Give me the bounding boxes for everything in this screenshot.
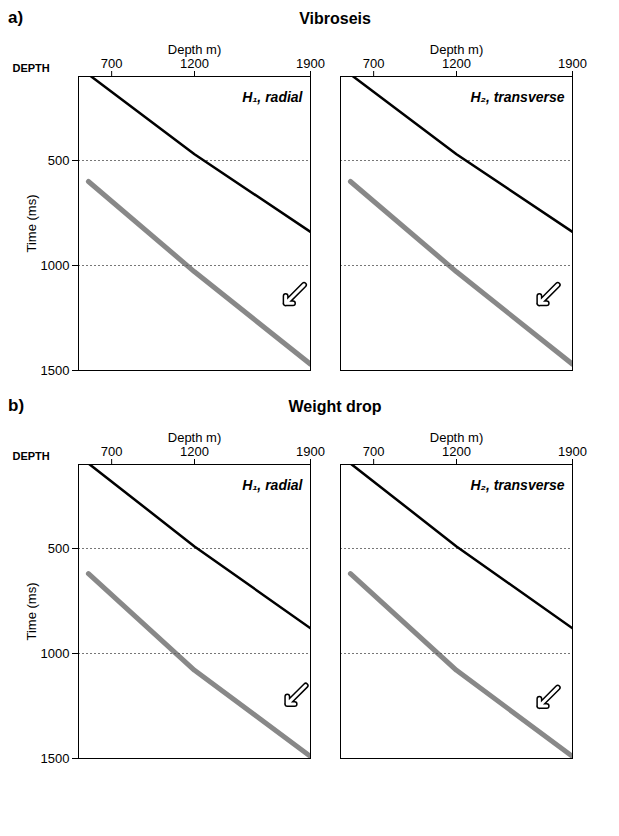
html-text:a): a)	[8, 8, 24, 27]
svg-text:1000: 1000	[41, 646, 70, 661]
svg-text:1500: 1500	[41, 751, 70, 766]
svg-text:DEPTH: DEPTH	[13, 62, 50, 74]
svg-text:1200: 1200	[180, 56, 209, 71]
html-text:Vibroseis: Vibroseis	[299, 10, 371, 27]
svg-text:H₂, transverse: H₂, transverse	[470, 89, 564, 105]
svg-text:1900: 1900	[558, 56, 587, 71]
svg-text:1900: 1900	[296, 444, 325, 459]
svg-text:1200: 1200	[442, 56, 471, 71]
svg-text:Time (ms): Time (ms)	[24, 582, 39, 640]
svg-text:1500: 1500	[41, 363, 70, 378]
svg-text:700: 700	[363, 444, 385, 459]
svg-text:Depth m): Depth m)	[168, 42, 221, 57]
svg-text:700: 700	[101, 444, 123, 459]
svg-text:DEPTH: DEPTH	[13, 450, 50, 462]
svg-text:500: 500	[48, 153, 70, 168]
svg-text:Depth m): Depth m)	[430, 430, 483, 445]
svg-text:1900: 1900	[296, 56, 325, 71]
html-text:b): b)	[8, 396, 24, 415]
svg-text:700: 700	[101, 56, 123, 71]
svg-text:H₁, radial: H₁, radial	[242, 477, 303, 493]
html-text:Weight drop: Weight drop	[288, 398, 382, 415]
svg-text:H₁, radial: H₁, radial	[242, 89, 303, 105]
svg-text:Depth m): Depth m)	[168, 430, 221, 445]
svg-text:1200: 1200	[442, 444, 471, 459]
svg-text:Depth m): Depth m)	[430, 42, 483, 57]
svg-text:H₂, transverse: H₂, transverse	[470, 477, 564, 493]
svg-text:Time (ms): Time (ms)	[24, 194, 39, 252]
svg-text:1000: 1000	[41, 258, 70, 273]
svg-text:1900: 1900	[558, 444, 587, 459]
svg-text:700: 700	[363, 56, 385, 71]
svg-text:1200: 1200	[180, 444, 209, 459]
svg-text:500: 500	[48, 541, 70, 556]
